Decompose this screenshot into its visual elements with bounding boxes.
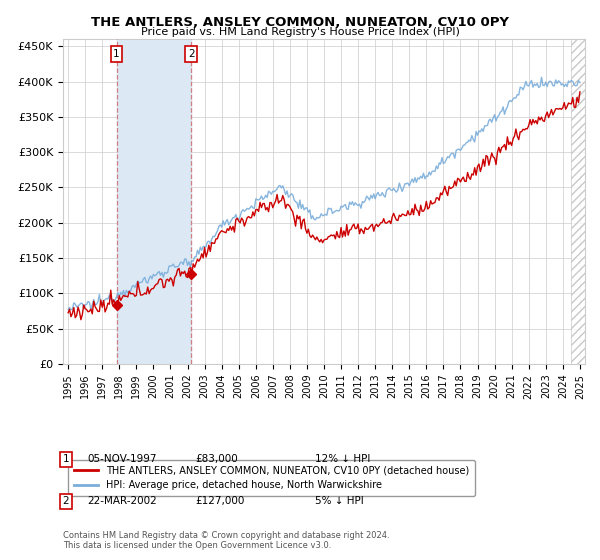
Text: 5% ↓ HPI: 5% ↓ HPI <box>315 496 364 506</box>
Text: 1: 1 <box>62 454 70 464</box>
Legend: THE ANTLERS, ANSLEY COMMON, NUNEATON, CV10 0PY (detached house), HPI: Average pr: THE ANTLERS, ANSLEY COMMON, NUNEATON, CV… <box>68 460 475 496</box>
Text: 2: 2 <box>62 496 70 506</box>
Text: Contains HM Land Registry data © Crown copyright and database right 2024.
This d: Contains HM Land Registry data © Crown c… <box>63 530 389 550</box>
Text: £83,000: £83,000 <box>195 454 238 464</box>
Text: 22-MAR-2002: 22-MAR-2002 <box>87 496 157 506</box>
Text: £127,000: £127,000 <box>195 496 244 506</box>
Bar <box>116 39 191 364</box>
Text: 2: 2 <box>188 49 194 59</box>
Text: THE ANTLERS, ANSLEY COMMON, NUNEATON, CV10 0PY: THE ANTLERS, ANSLEY COMMON, NUNEATON, CV… <box>91 16 509 29</box>
Text: Price paid vs. HM Land Registry's House Price Index (HPI): Price paid vs. HM Land Registry's House … <box>140 27 460 37</box>
Text: 12% ↓ HPI: 12% ↓ HPI <box>315 454 370 464</box>
Text: 1: 1 <box>113 49 120 59</box>
Text: 05-NOV-1997: 05-NOV-1997 <box>87 454 157 464</box>
